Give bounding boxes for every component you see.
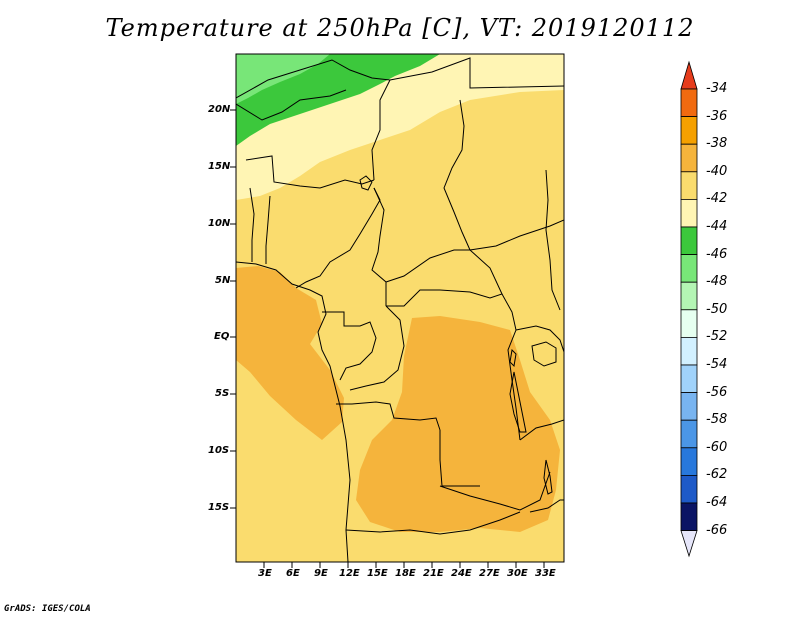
lon-label-3e: 3E — [258, 568, 272, 579]
boundary-south-sudan — [469, 219, 564, 251]
boundary-mozambique — [529, 499, 564, 513]
colorbar-label: -54 — [706, 357, 728, 372]
lat-label-eq: EQ — [214, 331, 230, 342]
boundary-libya-chad — [389, 57, 564, 89]
boundary-algeria-niger — [236, 59, 391, 99]
lon-label-33e: 33E — [535, 568, 556, 579]
field-orange-west — [236, 266, 344, 440]
boundary-benin-togo — [249, 187, 255, 262]
lat-label-5n: 5N — [215, 275, 231, 286]
boundary-benin-nigeria — [265, 195, 271, 264]
colorbar-label: -46 — [706, 246, 728, 262]
lon-label-27e: 27E — [479, 568, 500, 579]
colorbar — [680, 60, 698, 558]
lake-malawi — [543, 459, 553, 495]
lon-label-18e: 18E — [395, 568, 416, 579]
boundary-angola-east — [439, 430, 480, 487]
colorbar-label: -60 — [706, 439, 728, 455]
colorbar-swatch — [680, 198, 698, 228]
lon-label-12e: 12E — [339, 568, 360, 579]
boundary-niger-south — [245, 155, 375, 189]
colorbar-label: -40 — [706, 163, 728, 179]
colorbar-label: -42 — [706, 191, 728, 207]
colorbar-label: -62 — [706, 467, 728, 483]
colorbar-swatch — [680, 171, 698, 200]
boundary-east-rift — [545, 169, 561, 311]
lat-label-20n: 20N — [208, 104, 231, 115]
colorbar-swatch — [680, 226, 698, 256]
temperature-field — [236, 54, 564, 562]
lake-victoria — [531, 341, 557, 367]
field-orange-central — [356, 316, 560, 532]
country-boundaries — [236, 57, 564, 562]
colorbar-label: -58 — [706, 412, 728, 428]
colorbar-swatch — [680, 419, 698, 449]
map-frame — [235, 53, 565, 563]
colorbar-swatch — [680, 474, 698, 504]
boundary-angola-north — [336, 401, 441, 431]
colorbar-label: -56 — [706, 384, 728, 400]
boundary-east-uganda — [515, 325, 564, 353]
lon-label-24e: 24E — [451, 568, 472, 579]
colorbar-label: -44 — [706, 219, 728, 234]
colorbar-label: -48 — [706, 274, 728, 290]
colorbar-label: -50 — [706, 301, 728, 317]
colorbar-swatch — [680, 336, 698, 366]
colorbar-label: -52 — [706, 329, 728, 345]
colorbar-swatch — [680, 254, 698, 283]
lake-chad — [359, 175, 373, 191]
colorbar-swatch — [680, 392, 698, 421]
colorbar-label: -66 — [706, 522, 728, 538]
colorbar-swatch — [680, 143, 698, 173]
lon-label-30e: 30E — [507, 568, 528, 579]
colorbar-swatch — [680, 116, 698, 145]
lake-kivu — [509, 348, 517, 368]
colorbar-swatch — [680, 364, 698, 394]
boundary-zambia — [439, 471, 551, 511]
footer-credit: GrADS: IGES/COLA — [4, 604, 91, 614]
lat-label-15s: 15S — [208, 502, 230, 513]
colorbar-bottom-arrow — [680, 530, 698, 558]
map-title: Temperature at 250hPa [C], VT: 201912011… — [105, 14, 695, 42]
lat-label-10n: 10N — [208, 218, 231, 229]
colorbar-swatch — [680, 281, 698, 311]
lon-label-9e: 9E — [314, 568, 328, 579]
colorbar-label: -36 — [706, 108, 728, 124]
boundary-mali-niger — [236, 89, 347, 121]
colorbar-label: -38 — [706, 136, 728, 152]
colorbar-label: -34 — [706, 81, 728, 96]
boundary-gabon-congo — [322, 311, 377, 381]
boundary-drc-east — [501, 293, 521, 441]
colorbar-swatch — [680, 502, 698, 532]
boundary-congo-drc — [349, 305, 405, 391]
boundary-tanzania — [519, 419, 564, 441]
boundary-angola-south — [345, 511, 521, 535]
lat-label-15n: 15N — [208, 161, 231, 172]
lake-tanganyika — [509, 371, 527, 433]
colorbar-swatch — [680, 88, 698, 118]
lon-label-6e: 6E — [286, 568, 300, 579]
lat-label-5s: 5S — [215, 388, 230, 399]
lakes — [359, 175, 557, 495]
field-light-green — [236, 54, 330, 104]
colorbar-swatch — [680, 309, 698, 338]
colorbar-top-arrow — [680, 60, 698, 90]
colorbar-label: -64 — [706, 495, 728, 510]
lon-label-15e: 15E — [367, 568, 388, 579]
boundary-niger-chad — [371, 79, 391, 181]
lon-label-21e: 21E — [423, 568, 444, 579]
axis-ticks — [230, 109, 545, 568]
lat-label-10s: 10S — [208, 445, 230, 456]
boundary-chad-sudan — [443, 99, 471, 251]
coastline-west — [236, 261, 351, 562]
colorbar-swatch — [680, 447, 698, 476]
boundary-nigeria-cameroon — [295, 187, 381, 289]
